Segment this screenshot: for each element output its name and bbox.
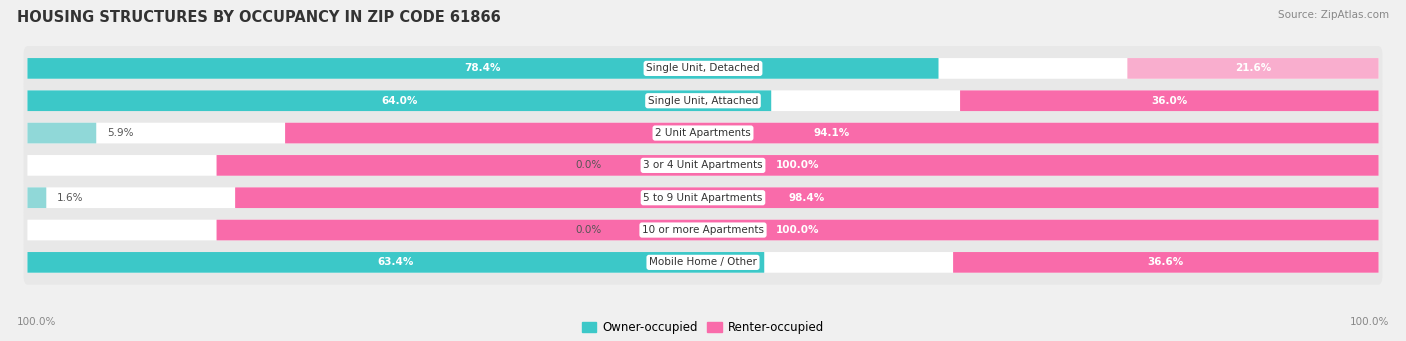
FancyBboxPatch shape <box>953 252 1378 273</box>
Text: 0.0%: 0.0% <box>575 225 602 235</box>
Text: Mobile Home / Other: Mobile Home / Other <box>650 257 756 267</box>
FancyBboxPatch shape <box>28 155 1378 176</box>
Text: Source: ZipAtlas.com: Source: ZipAtlas.com <box>1278 10 1389 20</box>
Text: 5 to 9 Unit Apartments: 5 to 9 Unit Apartments <box>644 193 762 203</box>
Text: 36.0%: 36.0% <box>1152 96 1188 106</box>
Text: 100.0%: 100.0% <box>776 160 820 170</box>
Text: HOUSING STRUCTURES BY OCCUPANCY IN ZIP CODE 61866: HOUSING STRUCTURES BY OCCUPANCY IN ZIP C… <box>17 10 501 25</box>
Text: 64.0%: 64.0% <box>381 96 418 106</box>
Text: 2 Unit Apartments: 2 Unit Apartments <box>655 128 751 138</box>
FancyBboxPatch shape <box>28 252 765 273</box>
FancyBboxPatch shape <box>1128 58 1378 79</box>
Text: 100.0%: 100.0% <box>17 317 56 327</box>
FancyBboxPatch shape <box>28 90 772 111</box>
FancyBboxPatch shape <box>28 187 1378 208</box>
FancyBboxPatch shape <box>24 78 1382 123</box>
FancyBboxPatch shape <box>285 123 1378 144</box>
FancyBboxPatch shape <box>24 46 1382 91</box>
FancyBboxPatch shape <box>217 155 1378 176</box>
Text: 63.4%: 63.4% <box>378 257 413 267</box>
FancyBboxPatch shape <box>28 58 939 79</box>
Text: 10 or more Apartments: 10 or more Apartments <box>643 225 763 235</box>
Text: 100.0%: 100.0% <box>776 225 820 235</box>
FancyBboxPatch shape <box>24 208 1382 252</box>
FancyBboxPatch shape <box>24 111 1382 155</box>
Text: 5.9%: 5.9% <box>107 128 134 138</box>
FancyBboxPatch shape <box>28 187 46 208</box>
FancyBboxPatch shape <box>217 220 1378 240</box>
FancyBboxPatch shape <box>960 90 1378 111</box>
FancyBboxPatch shape <box>24 240 1382 285</box>
FancyBboxPatch shape <box>24 143 1382 188</box>
FancyBboxPatch shape <box>28 123 96 144</box>
Text: 78.4%: 78.4% <box>465 63 501 73</box>
FancyBboxPatch shape <box>24 175 1382 220</box>
FancyBboxPatch shape <box>235 187 1378 208</box>
Text: 100.0%: 100.0% <box>1350 317 1389 327</box>
Text: 0.0%: 0.0% <box>575 160 602 170</box>
FancyBboxPatch shape <box>28 58 1378 79</box>
Text: Single Unit, Detached: Single Unit, Detached <box>647 63 759 73</box>
FancyBboxPatch shape <box>28 90 1378 111</box>
FancyBboxPatch shape <box>28 220 1378 240</box>
FancyBboxPatch shape <box>28 252 1378 273</box>
Text: 36.6%: 36.6% <box>1147 257 1184 267</box>
FancyBboxPatch shape <box>28 123 1378 144</box>
Text: 1.6%: 1.6% <box>58 193 83 203</box>
Legend: Owner-occupied, Renter-occupied: Owner-occupied, Renter-occupied <box>578 316 828 339</box>
Text: 98.4%: 98.4% <box>789 193 825 203</box>
Text: 94.1%: 94.1% <box>814 128 851 138</box>
Text: Single Unit, Attached: Single Unit, Attached <box>648 96 758 106</box>
Text: 3 or 4 Unit Apartments: 3 or 4 Unit Apartments <box>643 160 763 170</box>
Text: 21.6%: 21.6% <box>1234 63 1271 73</box>
